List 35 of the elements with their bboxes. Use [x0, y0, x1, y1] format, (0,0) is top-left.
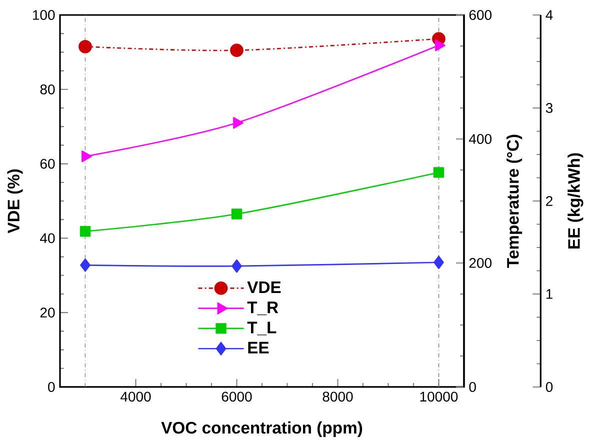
- y-axis-title: VDE (%): [7, 169, 23, 234]
- point: [82, 150, 92, 162]
- point: [230, 44, 244, 57]
- x-tick-label: 6000: [222, 392, 252, 402]
- legend-label: T_R: [247, 302, 278, 316]
- y3-tick-label: 2: [546, 196, 552, 206]
- y-tick-label: 100: [33, 10, 55, 20]
- y3-tick-label: 4: [546, 10, 553, 20]
- point: [78, 40, 92, 54]
- y3-axis-title: EE (kg/kWh): [568, 153, 584, 248]
- y2-axis-title: Temperature (°C): [506, 134, 522, 268]
- point: [233, 117, 244, 129]
- y-tick-label: 20: [40, 308, 55, 318]
- y2-tick-label: 0: [469, 382, 476, 392]
- y2-tick-label: 600: [469, 10, 492, 20]
- y2-tick-label: 200: [469, 258, 492, 268]
- y2-tick-label: 400: [469, 134, 492, 144]
- y3-tick-label: 0: [546, 382, 553, 392]
- point: [435, 40, 446, 52]
- y3-tick-label: 3: [546, 103, 553, 113]
- legend-label: T_L: [247, 322, 276, 336]
- x-axis-title: VOC concentration (ppm): [161, 421, 362, 437]
- point: [80, 226, 91, 237]
- y-tick-label: 60: [40, 158, 55, 169]
- y-tick-label: 40: [40, 233, 55, 244]
- y-tick-label: 80: [40, 84, 55, 94]
- point: [231, 208, 242, 220]
- legend-label: EE: [248, 342, 269, 354]
- x-tick-label: 10000: [420, 392, 458, 402]
- legend-label: VDE: [247, 281, 281, 293]
- x-tick-label: 8000: [322, 392, 353, 402]
- point: [433, 167, 444, 178]
- x-tick-label: 4000: [120, 392, 151, 402]
- y3-tick-label: 1: [546, 289, 552, 299]
- y-tick-label: 0: [48, 382, 55, 392]
